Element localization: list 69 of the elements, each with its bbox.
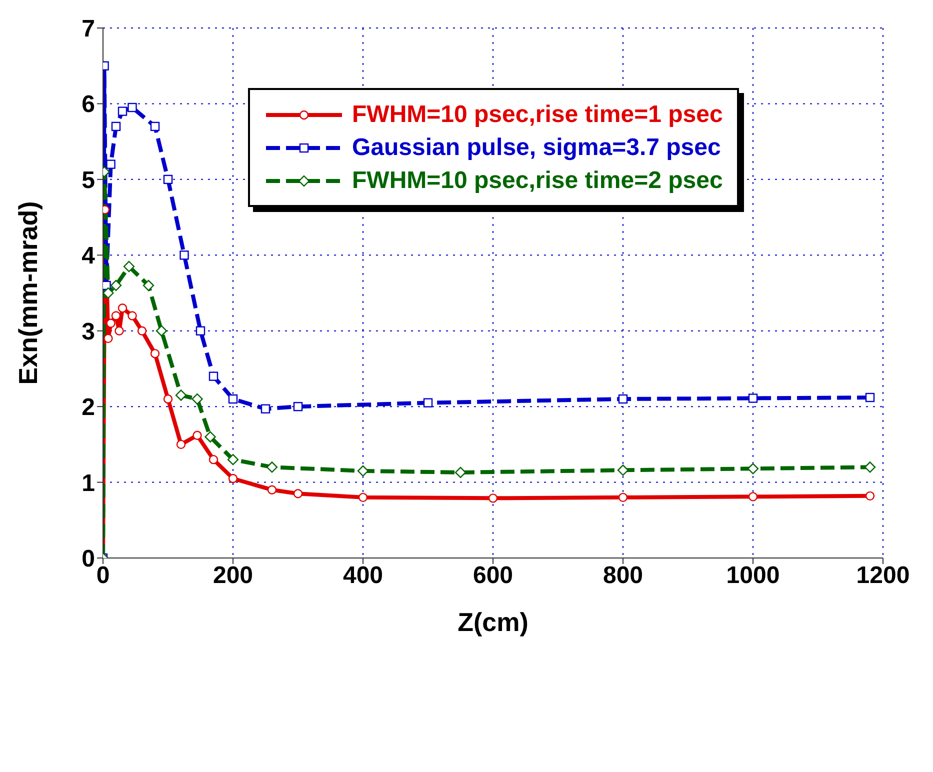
point — [266, 462, 278, 473]
point — [228, 394, 238, 404]
point — [208, 372, 218, 381]
point — [748, 394, 758, 403]
y-tick-label: 3 — [82, 318, 95, 346]
point — [228, 474, 238, 484]
point — [128, 102, 137, 112]
y-tick-label: 6 — [82, 91, 95, 118]
point — [204, 431, 216, 442]
point — [180, 250, 189, 260]
x-tick-label: 1000 — [726, 562, 780, 590]
point — [357, 465, 369, 477]
point — [192, 430, 202, 440]
point — [156, 325, 168, 336]
point — [747, 463, 759, 474]
point — [106, 318, 116, 328]
point — [293, 402, 303, 412]
y-tick-label: 7 — [82, 16, 95, 43]
point — [150, 348, 160, 358]
point — [137, 326, 147, 336]
point — [865, 392, 875, 402]
point — [118, 106, 128, 116]
point — [454, 466, 466, 478]
legend-label: Gaussian pulse, sigma=3.7 psec — [351, 133, 722, 163]
point — [196, 326, 206, 336]
point — [163, 174, 173, 184]
x-tick-label: 800 — [602, 562, 644, 590]
point — [617, 464, 629, 476]
point — [118, 304, 128, 313]
y-tick-label: 5 — [82, 166, 95, 194]
point — [618, 394, 628, 404]
point — [748, 492, 758, 502]
x-tick-label: 400 — [342, 562, 384, 590]
point — [106, 160, 116, 169]
point — [358, 492, 368, 502]
x-tick-label: 200 — [212, 562, 254, 590]
point — [208, 454, 218, 464]
point — [865, 491, 875, 501]
point — [103, 287, 114, 299]
y-tick-label: 4 — [82, 242, 96, 270]
x-tick-label: 600 — [472, 562, 514, 590]
point — [114, 326, 124, 336]
x-tick-label: 1200 — [856, 562, 910, 590]
point — [104, 334, 113, 344]
point — [618, 492, 628, 502]
point — [423, 398, 433, 408]
y-tick-label: 1 — [82, 470, 95, 497]
point — [111, 122, 121, 132]
point — [864, 462, 876, 473]
point — [192, 393, 203, 405]
point — [142, 280, 154, 292]
y-tick-label: 2 — [82, 394, 95, 422]
point — [176, 440, 186, 450]
point — [110, 280, 122, 292]
y-axis-title: Exn(mm-mrad) — [13, 201, 44, 385]
point — [123, 260, 135, 272]
point — [267, 485, 277, 494]
legend-label: FWHM=10 psec,rise time=1 psec — [351, 100, 723, 130]
point — [163, 394, 173, 404]
point — [128, 311, 137, 320]
point — [175, 390, 187, 401]
point — [488, 494, 498, 503]
point — [111, 311, 121, 320]
point — [293, 489, 303, 498]
point — [260, 404, 270, 414]
point — [150, 122, 160, 132]
legend-label: FWHM=10 psec,rise time=2 psec — [351, 166, 723, 196]
point — [227, 454, 239, 466]
x-axis-title: Z(cm) — [458, 607, 528, 637]
